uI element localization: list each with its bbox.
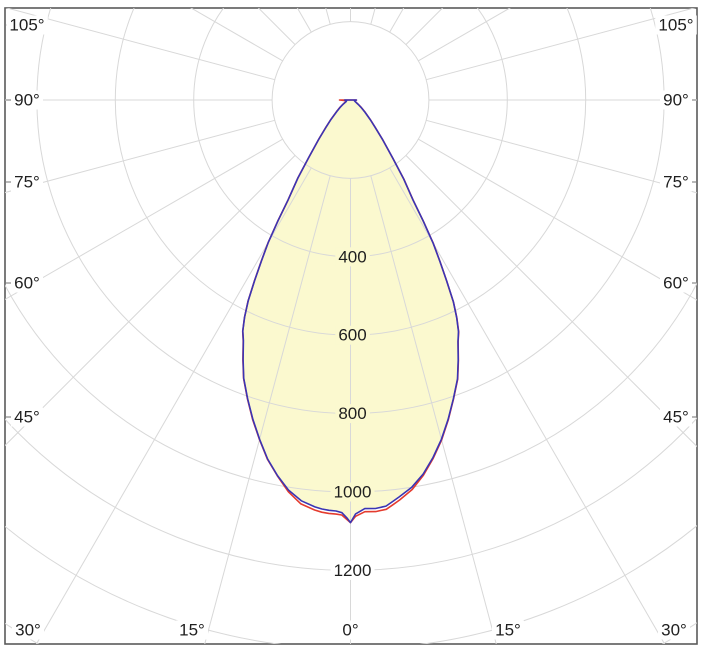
spoke-line-255 (5, 8, 275, 81)
angle-label-bottom-4: 30° (661, 621, 687, 640)
spoke-line-330 (35, 167, 312, 644)
ring-label-1200: 1200 (334, 561, 372, 580)
spoke-line-30 (389, 167, 666, 644)
angle-label-right-0: 105° (658, 16, 693, 35)
spoke-line-15 (370, 175, 497, 644)
angle-label-right-1: 90° (663, 91, 689, 110)
angle-label-left-3-bg (11, 273, 43, 293)
angle-label-left-1-bg (11, 90, 43, 110)
spoke-line-315 (5, 155, 296, 447)
angle-label-bottom-4-bg (658, 620, 690, 640)
angle-label-right-4-bg (660, 407, 692, 427)
spoke-line-300 (5, 138, 283, 301)
spoke-line-75 (426, 119, 697, 194)
angle-label-bottom-2-bg (339, 620, 362, 640)
angle-label-right-2: 75° (663, 173, 689, 192)
ring-label-1000: 1000 (334, 483, 372, 502)
spoke-line-60 (418, 138, 697, 301)
ring-label-600: 600 (338, 326, 366, 345)
ring-label-600-bg (335, 325, 370, 345)
angle-label-bottom-0-bg (12, 620, 44, 640)
angle-label-left-4-bg (11, 407, 43, 427)
angle-label-bottom-2: 0° (342, 621, 358, 640)
ring-label-1000-bg (330, 482, 375, 502)
angle-label-left-1: 90° (14, 91, 40, 110)
curve-c0-c180 (242, 99, 460, 524)
angle-label-bottom-3: 15° (495, 621, 521, 640)
angle-label-right-2-bg (660, 172, 692, 192)
angle-label-right-1-bg (660, 90, 692, 110)
spoke-line-105 (426, 8, 696, 81)
ring-label-400: 400 (338, 247, 366, 266)
angle-label-bottom-1-bg (176, 620, 208, 640)
spoke-line-285 (5, 119, 275, 194)
angle-label-left-4: 45° (14, 408, 40, 427)
angle-label-bottom-1: 15° (179, 621, 205, 640)
angle-label-right-0-bg (655, 15, 697, 35)
angle-label-left-3: 60° (14, 274, 40, 293)
angle-label-left-2-bg (11, 172, 43, 192)
angle-label-bottom-3-bg (492, 620, 524, 640)
ring-label-1200-bg (330, 560, 375, 580)
ring-label-800: 800 (338, 404, 366, 423)
labels-layer: 400 600 800 1000 1200 105° 90° 75° 60° 45° 105° 90°… (6, 15, 697, 640)
angle-label-bottom-0: 30° (15, 621, 41, 640)
angle-label-right-3-bg (660, 273, 692, 293)
angle-label-left-0-bg (6, 15, 48, 35)
ring-label-800-bg (335, 404, 370, 424)
angle-label-left-0: 105° (9, 16, 44, 35)
spoke-line-45 (405, 155, 697, 448)
angle-label-left-2: 75° (14, 173, 40, 192)
angle-label-right-4: 45° (663, 408, 689, 427)
ring-label-400-bg (335, 247, 370, 267)
spoke-line-345 (204, 175, 331, 644)
angle-label-right-3: 60° (663, 274, 689, 293)
